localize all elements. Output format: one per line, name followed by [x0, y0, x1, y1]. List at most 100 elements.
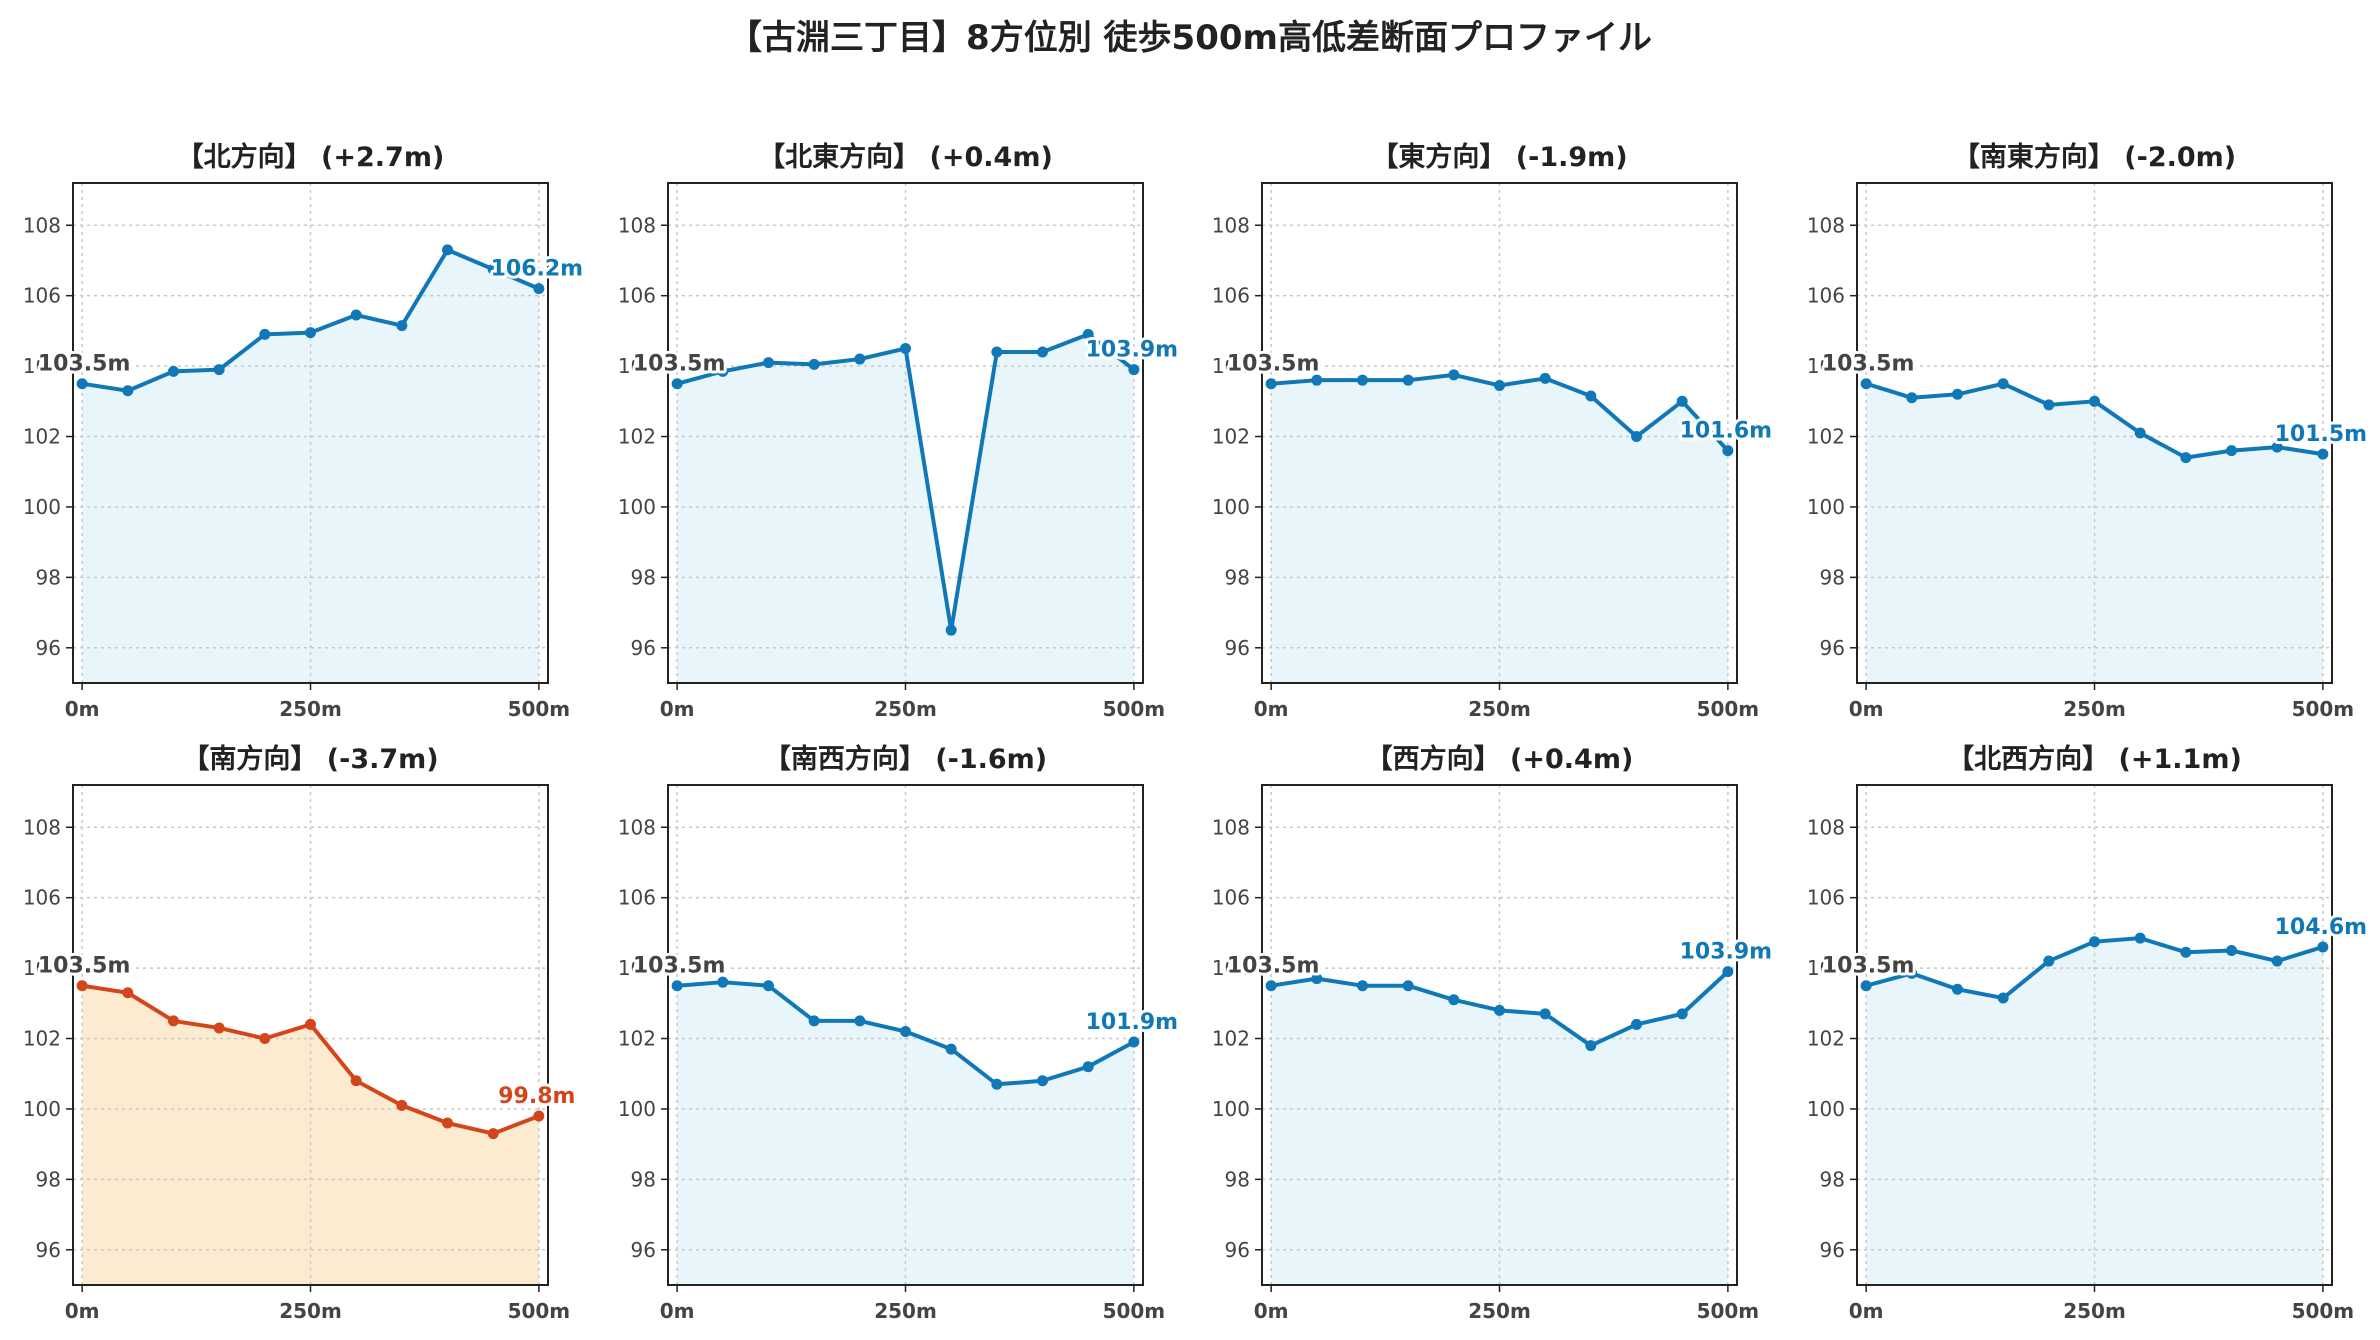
- x-tick-label: 250m: [874, 1299, 937, 1323]
- y-tick-label: 104: [23, 956, 61, 980]
- panel-title: 【北西方向】 (+1.1m): [1947, 743, 2242, 775]
- panel-title: 【南西方向】 (-1.6m): [764, 743, 1047, 775]
- area-fill: [677, 982, 1134, 1285]
- data-point: [1265, 378, 1277, 390]
- data-point: [2043, 955, 2055, 967]
- data-point: [1722, 966, 1734, 978]
- y-tick-label: 104: [1212, 956, 1250, 980]
- x-tick-label: 250m: [2063, 697, 2126, 721]
- x-tick-label: 0m: [1254, 1299, 1289, 1323]
- y-tick-label: 102: [618, 425, 656, 449]
- y-tick-label: 102: [23, 425, 61, 449]
- y-tick-label: 108: [1807, 815, 1845, 839]
- x-tick-label: 500m: [1103, 1299, 1166, 1323]
- data-point: [167, 1015, 179, 1027]
- data-point: [2134, 427, 2146, 439]
- data-point: [2317, 941, 2329, 953]
- y-tick-label: 108: [618, 213, 656, 237]
- data-point: [671, 980, 683, 992]
- data-point: [487, 1128, 499, 1140]
- y-tick-label: 98: [36, 565, 61, 589]
- y-tick-label: 106: [23, 886, 61, 910]
- data-point: [396, 320, 408, 332]
- x-tick-label: 500m: [2292, 1299, 2355, 1323]
- end-value-label: 101.5m: [2275, 422, 2368, 447]
- x-tick-label: 0m: [1254, 697, 1289, 721]
- y-tick-label: 102: [618, 1027, 656, 1051]
- y-tick-label: 98: [36, 1167, 61, 1191]
- data-point: [900, 1025, 911, 1037]
- y-tick-label: 102: [23, 1027, 61, 1051]
- y-tick-label: 96: [631, 636, 656, 660]
- data-point: [991, 1078, 1003, 1090]
- data-point: [350, 1075, 362, 1087]
- y-tick-label: 96: [631, 1238, 656, 1262]
- data-point: [2226, 944, 2238, 956]
- end-value-label: 104.6m: [2275, 915, 2368, 940]
- data-point: [1997, 378, 2009, 390]
- data-point: [305, 1018, 316, 1030]
- end-value-label: 103.9m: [1086, 338, 1179, 363]
- y-tick-label: 108: [1212, 815, 1250, 839]
- data-point: [1128, 1036, 1140, 1048]
- end-value-label: 101.6m: [1680, 419, 1773, 444]
- data-point: [76, 980, 88, 992]
- x-tick-label: 250m: [279, 1299, 342, 1323]
- data-point: [2271, 441, 2283, 453]
- y-tick-label: 108: [618, 815, 656, 839]
- y-tick-label: 98: [1225, 1167, 1250, 1191]
- y-tick-label: 104: [618, 956, 656, 980]
- data-point: [1631, 1018, 1643, 1030]
- x-tick-label: 500m: [508, 697, 571, 721]
- end-value-label: 101.9m: [1086, 1010, 1179, 1035]
- x-tick-label: 250m: [279, 697, 342, 721]
- data-point: [762, 357, 774, 369]
- y-tick-label: 106: [1212, 886, 1250, 910]
- y-tick-label: 108: [1807, 213, 1845, 237]
- data-point: [1448, 994, 1460, 1006]
- data-point: [1722, 445, 1734, 457]
- y-tick-label: 102: [1212, 1027, 1250, 1051]
- y-tick-label: 100: [1807, 1097, 1845, 1121]
- data-point: [533, 1110, 545, 1122]
- data-point: [1448, 369, 1460, 381]
- data-point: [1997, 992, 2009, 1004]
- y-tick-label: 100: [1212, 1097, 1250, 1121]
- data-point: [1494, 1004, 1505, 1016]
- x-tick-label: 0m: [660, 1299, 695, 1323]
- y-tick-label: 100: [1807, 495, 1845, 519]
- y-tick-label: 96: [36, 636, 61, 660]
- chart-panel-3: 【東方向】 (-1.9m) 96 98 100 102 104 106 108 0m 250m 50…: [1212, 141, 1775, 721]
- data-point: [1631, 431, 1643, 443]
- y-tick-label: 106: [1212, 284, 1250, 308]
- y-tick-label: 106: [23, 284, 61, 308]
- y-tick-label: 100: [618, 495, 656, 519]
- x-tick-label: 0m: [65, 1299, 100, 1323]
- data-point: [487, 263, 499, 275]
- y-tick-label: 104: [1212, 354, 1250, 378]
- y-tick-label: 96: [1225, 1238, 1250, 1262]
- data-point: [1265, 980, 1277, 992]
- panel-title: 【南方向】 (-3.7m): [182, 743, 438, 775]
- y-tick-label: 102: [1807, 1027, 1845, 1051]
- x-tick-label: 250m: [874, 697, 937, 721]
- x-tick-label: 500m: [1697, 697, 1760, 721]
- data-point: [442, 1117, 454, 1129]
- data-point: [991, 346, 1003, 358]
- panel-title: 【北東方向】 (+0.4m): [758, 141, 1053, 173]
- x-tick-label: 0m: [65, 697, 100, 721]
- chart-panel-7: 【西方向】 (+0.4m) 96 98 100 102 104 106 108 0m 250m 50…: [1212, 743, 1775, 1323]
- data-point: [1037, 1075, 1049, 1087]
- data-point: [1539, 372, 1551, 384]
- y-tick-label: 100: [618, 1097, 656, 1121]
- data-point: [122, 385, 134, 397]
- y-tick-label: 108: [23, 213, 61, 237]
- data-point: [1860, 378, 1872, 390]
- y-tick-label: 104: [1807, 354, 1845, 378]
- y-tick-label: 100: [23, 495, 61, 519]
- x-tick-label: 500m: [1103, 697, 1166, 721]
- data-point: [2180, 946, 2192, 958]
- data-point: [1311, 973, 1323, 985]
